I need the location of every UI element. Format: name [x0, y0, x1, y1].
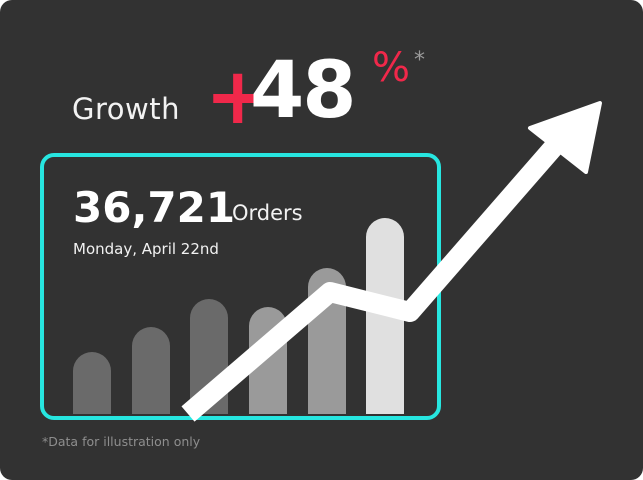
- trend-up-arrow-icon: [181, 101, 602, 422]
- bar: [73, 352, 111, 414]
- footnote: *Data for illustration only: [42, 434, 201, 449]
- bar: [132, 327, 170, 414]
- footnote-marker: *: [414, 48, 425, 73]
- growth-value: 48: [250, 46, 357, 136]
- growth-label: Growth: [72, 92, 180, 126]
- growth-sign: +: [205, 52, 271, 142]
- orders-count: 36,721: [73, 183, 236, 232]
- orders-date: Monday, April 22nd: [73, 240, 219, 258]
- orders-label: Orders: [232, 201, 303, 225]
- growth-unit: %: [372, 45, 411, 91]
